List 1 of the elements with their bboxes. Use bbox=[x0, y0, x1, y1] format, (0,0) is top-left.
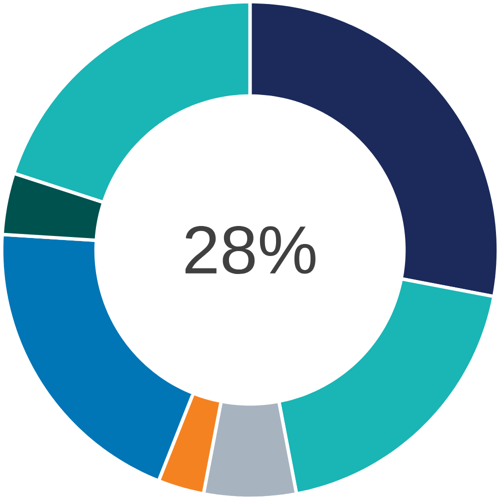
text: 28% bbox=[186, 226, 316, 274]
